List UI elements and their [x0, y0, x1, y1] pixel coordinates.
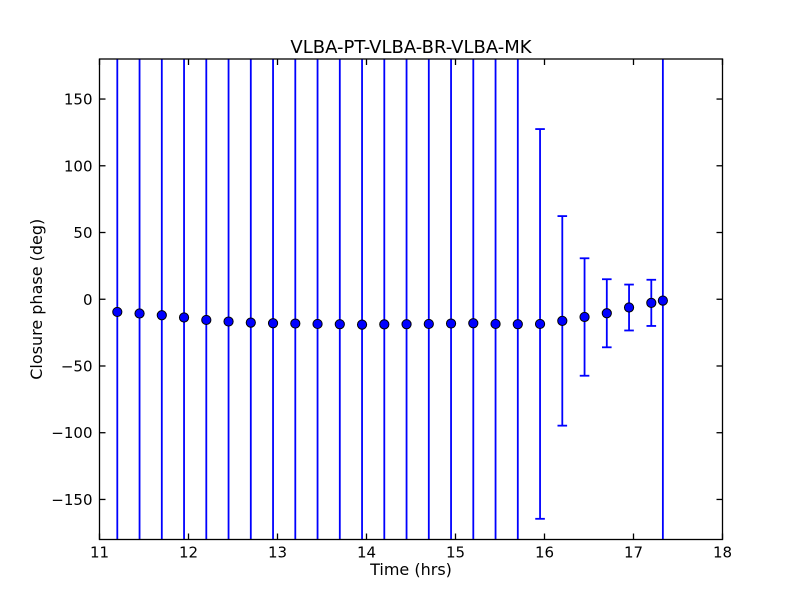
x-tick-label: 14: [357, 544, 376, 562]
tick-labels-layer: 11 12 13 14 15 16 17 18 −150 −100 −50 0 50 100 150: [51, 91, 732, 562]
data-point-marker: [223, 316, 234, 327]
data-point-marker: [512, 319, 523, 330]
data-point-marker: [156, 310, 167, 321]
y-tick-label: 50: [73, 224, 92, 242]
data-point-marker: [356, 319, 368, 330]
data-point-marker: [657, 295, 668, 306]
axes-frame: [98, 58, 724, 541]
x-tick-label: 11: [90, 544, 109, 562]
error-bars-layer: [116, 59, 664, 540]
y-tick-label: −150: [51, 491, 92, 509]
data-point-marker: [646, 297, 657, 308]
x-tick-label: 15: [446, 544, 465, 562]
data-point-marker: [334, 319, 345, 330]
x-tick-label: 13: [268, 544, 287, 562]
axis-ticks-layer: [98, 59, 724, 540]
data-point-marker: [134, 308, 145, 319]
data-point-marker: [267, 318, 279, 329]
data-point-marker: [579, 311, 590, 323]
data-point-marker: [112, 306, 123, 318]
y-tick-label: −50: [61, 357, 93, 375]
data-point-marker: [623, 302, 635, 313]
x-tick-label: 12: [179, 544, 198, 562]
data-point-marker: [201, 314, 212, 326]
data-point-marker: [290, 318, 301, 329]
x-tick-label: 17: [624, 544, 643, 562]
y-tick-label: 100: [64, 157, 93, 175]
y-tick-label: −100: [51, 424, 92, 442]
y-tick-label: 150: [64, 91, 93, 109]
data-point-marker: [401, 319, 412, 330]
data-point-marker: [178, 312, 190, 323]
data-point-marker: [245, 317, 256, 328]
data-point-marker: [490, 318, 501, 330]
data-point-marker: [601, 308, 612, 319]
x-tick-label: 18: [713, 544, 732, 562]
data-point-marker: [445, 318, 457, 329]
x-tick-label: 16: [535, 544, 554, 562]
x-axis-label: Time (hrs): [369, 560, 452, 579]
data-points-layer: [112, 295, 668, 330]
data-point-marker: [534, 318, 546, 330]
plot-title: VLBA-PT-VLBA-BR-VLBA-MK: [290, 37, 532, 58]
data-point-marker: [557, 315, 568, 326]
data-point-marker: [379, 319, 390, 330]
data-point-marker: [468, 318, 479, 329]
data-point-marker: [312, 318, 323, 330]
y-tick-label: 0: [83, 291, 93, 309]
data-point-marker: [423, 318, 434, 330]
y-axis-label: Closure phase (deg): [27, 219, 46, 380]
